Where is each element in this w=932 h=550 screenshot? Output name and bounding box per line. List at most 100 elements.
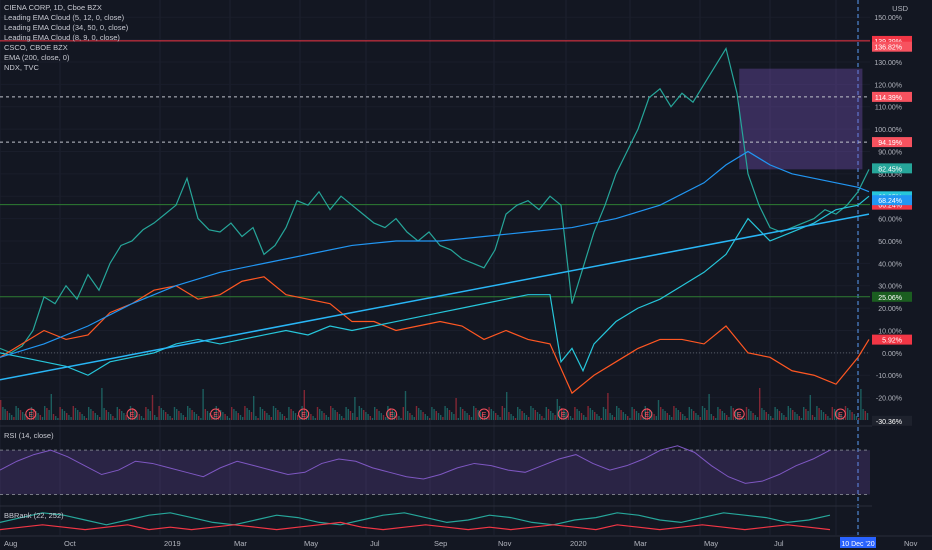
volume-bar [261,409,264,420]
time-tick-label: Mar [634,539,647,548]
axis-tick-label: 80.00% [878,172,902,179]
volume-bar [563,410,565,420]
volume-bar [226,416,228,420]
target-zone [739,68,863,170]
legend-line[interactable]: NDX, TVC [4,63,39,72]
price-label: -30.36% [876,419,902,426]
volume-bar [376,409,378,420]
volume-bar [690,409,693,420]
volume-bar [508,412,510,420]
volume-bar [101,388,103,420]
volume-bar [356,417,358,420]
series-line-trendline [0,213,870,381]
volume-bar [596,414,598,420]
volume-bar [303,390,305,420]
time-tick-label: 2019 [164,539,181,548]
volume-bar [301,406,303,420]
volume-bar [297,415,299,420]
rsi-legend[interactable]: RSI (14, close) [4,431,54,440]
volume-bar [550,411,552,420]
volume-bar [66,413,68,420]
volume-bar [858,418,860,420]
volume-bar [59,407,61,420]
volume-bar [437,413,440,420]
volume-bar [789,408,792,420]
volume-bar [616,406,618,420]
time-tick-label: May [304,539,318,548]
volume-bar [334,410,336,420]
axis-tick-label: 50.00% [878,239,902,246]
series-line-ema-200 [0,150,870,358]
volume-bar [825,414,827,420]
volume-bar [860,389,862,420]
volume-bar [589,408,591,420]
volume-bar [591,410,594,420]
volume-bar [187,406,189,420]
axis-tick-label: 60.00% [878,217,902,224]
volume-bar [257,418,259,420]
volume-bar [726,415,728,420]
volume-bar [244,406,246,420]
volume-bar [704,408,706,420]
volume-bar [739,414,741,420]
volume-bar [759,388,761,420]
volume-bar [118,409,121,420]
volume-bar [609,413,611,420]
volume-bar [675,408,677,420]
volume-bar [50,394,52,420]
volume-bar [140,416,143,420]
volume-bar [477,410,479,420]
volume-bar [292,411,294,420]
legend-line[interactable]: Leading EMA Cloud (8, 9, 0, close) [4,33,120,42]
volume-bar [365,412,367,420]
volume-bar [180,413,182,420]
legend-line[interactable]: CIENA CORP, 1D, Cboe BZX [4,3,102,12]
legend-line[interactable]: Leading EMA Cloud (5, 12, 0, close) [4,13,125,22]
volume-bar [235,411,237,420]
volume-bar [55,416,57,420]
volume-bar [134,410,136,420]
volume-bar [811,415,814,420]
volume-bar [294,413,297,420]
legend-line[interactable]: Leading EMA Cloud (34, 50, 0, close) [4,23,129,32]
volume-bar [466,413,468,420]
earnings-marker-label: E [737,412,742,419]
volume-bar [250,412,253,420]
volume-bar [569,416,572,420]
volume-bar [756,417,759,420]
volume-bar [695,413,697,420]
volume-bar [800,418,803,420]
volume-bar [506,392,508,420]
volume-bar [327,417,330,420]
price-label-box [872,35,912,46]
volume-bar [380,413,382,420]
volume-bar [587,406,589,420]
volume-bar [389,408,391,420]
price-label: 82.45% [878,166,902,173]
volume-bar [105,410,107,420]
volume-bar [470,417,473,420]
price-label: 94.19% [878,140,902,147]
volume-bar [202,389,204,420]
volume-bar [382,415,385,420]
volume-bar [785,417,787,420]
volume-bar [561,408,563,420]
volume-bar [514,418,517,420]
legend-line[interactable]: CSCO, CBOE BZX [4,43,68,52]
volume-bar [435,411,437,420]
volume-bar [299,417,301,420]
volume-bar [200,418,202,420]
volume-bar [451,412,453,420]
earnings-marker-label: E [389,412,394,419]
volume-bar [345,407,347,420]
volume-bar [750,411,752,420]
volume-bar [525,415,528,420]
legend-line[interactable]: EMA (200, close, 0) [4,53,70,62]
volume-bar [660,407,662,420]
volume-bar [853,414,855,420]
axis-tick-label: 90.00% [878,149,902,156]
bbrank-legend[interactable]: BBRank (22, 252) [4,511,64,520]
price-axis: USD150.00%140.00%130.00%120.00%110.00%10… [872,0,932,550]
